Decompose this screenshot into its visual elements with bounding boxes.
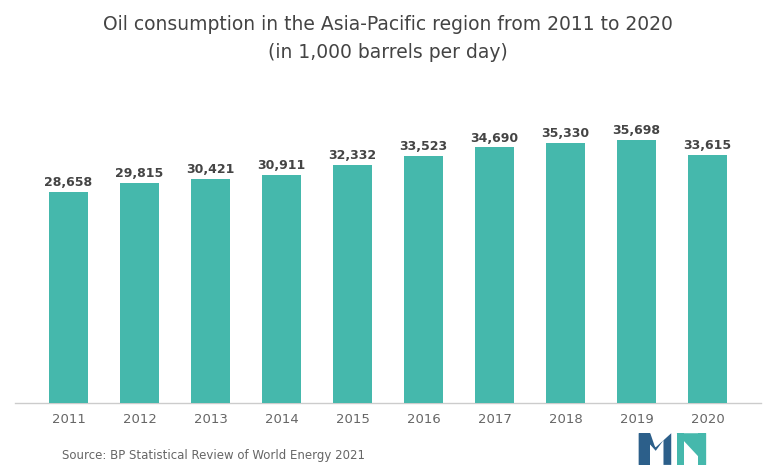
- Bar: [120, 183, 159, 403]
- Text: 28,658: 28,658: [44, 176, 92, 189]
- Text: Source: BP Statistical Review of World Energy 2021: Source: BP Statistical Review of World E…: [62, 449, 365, 462]
- Polygon shape: [677, 433, 706, 465]
- Bar: [404, 156, 443, 403]
- Polygon shape: [698, 433, 706, 465]
- Polygon shape: [677, 433, 684, 465]
- Text: 34,690: 34,690: [470, 131, 518, 144]
- Bar: [688, 155, 727, 403]
- Text: 32,332: 32,332: [328, 149, 376, 162]
- Text: 33,523: 33,523: [400, 140, 448, 153]
- Text: 35,330: 35,330: [542, 127, 590, 140]
- Text: 33,615: 33,615: [684, 139, 732, 152]
- Bar: [617, 140, 656, 403]
- Bar: [546, 143, 585, 403]
- Title: Oil consumption in the Asia-Pacific region from 2011 to 2020
(in 1,000 barrels p: Oil consumption in the Asia-Pacific regi…: [103, 15, 673, 62]
- Polygon shape: [639, 433, 656, 449]
- Bar: [191, 179, 230, 403]
- Bar: [475, 147, 514, 403]
- Text: 29,815: 29,815: [116, 167, 164, 181]
- Polygon shape: [639, 433, 671, 465]
- Polygon shape: [639, 433, 650, 465]
- Text: 30,911: 30,911: [258, 159, 306, 173]
- Text: 30,421: 30,421: [186, 163, 234, 176]
- Text: 35,698: 35,698: [612, 124, 660, 137]
- Bar: [333, 165, 372, 403]
- Bar: [262, 175, 301, 403]
- Bar: [49, 192, 88, 403]
